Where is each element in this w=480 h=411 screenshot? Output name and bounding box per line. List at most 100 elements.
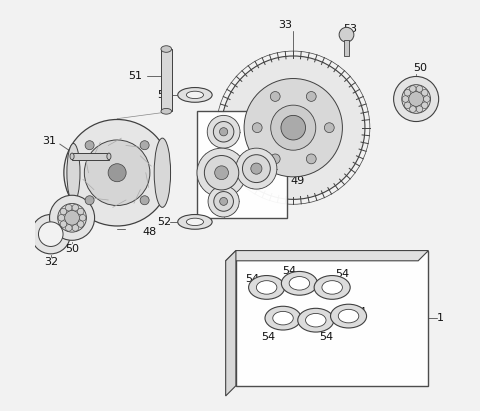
Ellipse shape bbox=[161, 46, 171, 52]
Circle shape bbox=[402, 96, 409, 102]
Ellipse shape bbox=[338, 309, 359, 323]
Circle shape bbox=[72, 225, 79, 231]
Circle shape bbox=[416, 85, 423, 92]
Circle shape bbox=[64, 120, 170, 226]
Circle shape bbox=[394, 76, 439, 122]
Text: 54: 54 bbox=[262, 332, 276, 342]
Ellipse shape bbox=[154, 138, 170, 207]
Polygon shape bbox=[226, 251, 429, 261]
Circle shape bbox=[270, 92, 280, 102]
Circle shape bbox=[271, 105, 316, 150]
Text: 33: 33 bbox=[278, 20, 292, 30]
Circle shape bbox=[281, 115, 306, 140]
Circle shape bbox=[214, 192, 233, 211]
Text: 31: 31 bbox=[43, 136, 57, 146]
Ellipse shape bbox=[314, 275, 350, 299]
Circle shape bbox=[421, 102, 428, 109]
Circle shape bbox=[58, 215, 65, 221]
Circle shape bbox=[204, 155, 239, 190]
Circle shape bbox=[140, 196, 149, 205]
Circle shape bbox=[306, 92, 316, 102]
Circle shape bbox=[108, 164, 126, 182]
Circle shape bbox=[242, 155, 270, 182]
Ellipse shape bbox=[306, 314, 326, 327]
Text: 50: 50 bbox=[413, 63, 427, 73]
Circle shape bbox=[222, 56, 365, 199]
Circle shape bbox=[219, 128, 228, 136]
Circle shape bbox=[306, 154, 316, 164]
Circle shape bbox=[77, 221, 84, 227]
Circle shape bbox=[402, 85, 431, 113]
Circle shape bbox=[85, 141, 94, 150]
Text: 48: 48 bbox=[143, 227, 157, 237]
Ellipse shape bbox=[249, 275, 285, 299]
Circle shape bbox=[215, 166, 228, 180]
Circle shape bbox=[38, 222, 63, 247]
Text: 52: 52 bbox=[157, 217, 171, 227]
Circle shape bbox=[220, 197, 228, 206]
Ellipse shape bbox=[186, 218, 204, 226]
Text: 51: 51 bbox=[128, 72, 142, 81]
Circle shape bbox=[60, 208, 67, 215]
Ellipse shape bbox=[298, 308, 334, 332]
Circle shape bbox=[208, 186, 239, 217]
Text: 50: 50 bbox=[65, 243, 79, 254]
Bar bbox=[236, 251, 429, 386]
Circle shape bbox=[72, 204, 79, 211]
Circle shape bbox=[251, 163, 262, 174]
Text: 53: 53 bbox=[344, 23, 358, 34]
Circle shape bbox=[214, 122, 234, 142]
Text: 32: 32 bbox=[44, 257, 58, 267]
Circle shape bbox=[60, 221, 67, 227]
Ellipse shape bbox=[281, 271, 317, 295]
Text: 54: 54 bbox=[336, 269, 349, 279]
Text: 49: 49 bbox=[290, 175, 304, 185]
Circle shape bbox=[65, 225, 72, 231]
Circle shape bbox=[270, 154, 280, 164]
Circle shape bbox=[324, 123, 334, 133]
Ellipse shape bbox=[331, 304, 367, 328]
Circle shape bbox=[207, 115, 240, 148]
Ellipse shape bbox=[186, 91, 204, 99]
Ellipse shape bbox=[67, 143, 80, 202]
Ellipse shape bbox=[322, 281, 342, 294]
Circle shape bbox=[84, 140, 150, 206]
Bar bbox=[161, 49, 171, 111]
Text: 54: 54 bbox=[245, 274, 259, 284]
Bar bbox=[197, 111, 287, 218]
Circle shape bbox=[49, 195, 95, 240]
Text: 54: 54 bbox=[282, 266, 296, 276]
Ellipse shape bbox=[256, 281, 277, 294]
Ellipse shape bbox=[289, 277, 310, 290]
Text: 54: 54 bbox=[352, 307, 366, 317]
Circle shape bbox=[252, 123, 262, 133]
Circle shape bbox=[31, 215, 71, 254]
Bar bbox=[72, 153, 109, 159]
Circle shape bbox=[77, 208, 84, 215]
Ellipse shape bbox=[178, 88, 212, 102]
Circle shape bbox=[423, 96, 430, 102]
Ellipse shape bbox=[273, 312, 293, 325]
Circle shape bbox=[404, 90, 411, 96]
Ellipse shape bbox=[161, 109, 171, 114]
Circle shape bbox=[409, 92, 423, 106]
Circle shape bbox=[421, 90, 428, 96]
Bar bbox=[344, 40, 349, 56]
Circle shape bbox=[85, 196, 94, 205]
Circle shape bbox=[65, 210, 79, 225]
Ellipse shape bbox=[178, 215, 212, 229]
Circle shape bbox=[409, 106, 416, 112]
Circle shape bbox=[140, 141, 149, 150]
Circle shape bbox=[404, 102, 411, 109]
Ellipse shape bbox=[70, 153, 74, 159]
Circle shape bbox=[79, 215, 86, 221]
Circle shape bbox=[416, 106, 423, 112]
Circle shape bbox=[339, 27, 354, 42]
Circle shape bbox=[244, 79, 342, 177]
Circle shape bbox=[197, 148, 246, 197]
Ellipse shape bbox=[107, 153, 111, 159]
Polygon shape bbox=[226, 251, 236, 396]
Circle shape bbox=[58, 203, 86, 232]
Circle shape bbox=[65, 204, 72, 211]
Ellipse shape bbox=[265, 306, 301, 330]
